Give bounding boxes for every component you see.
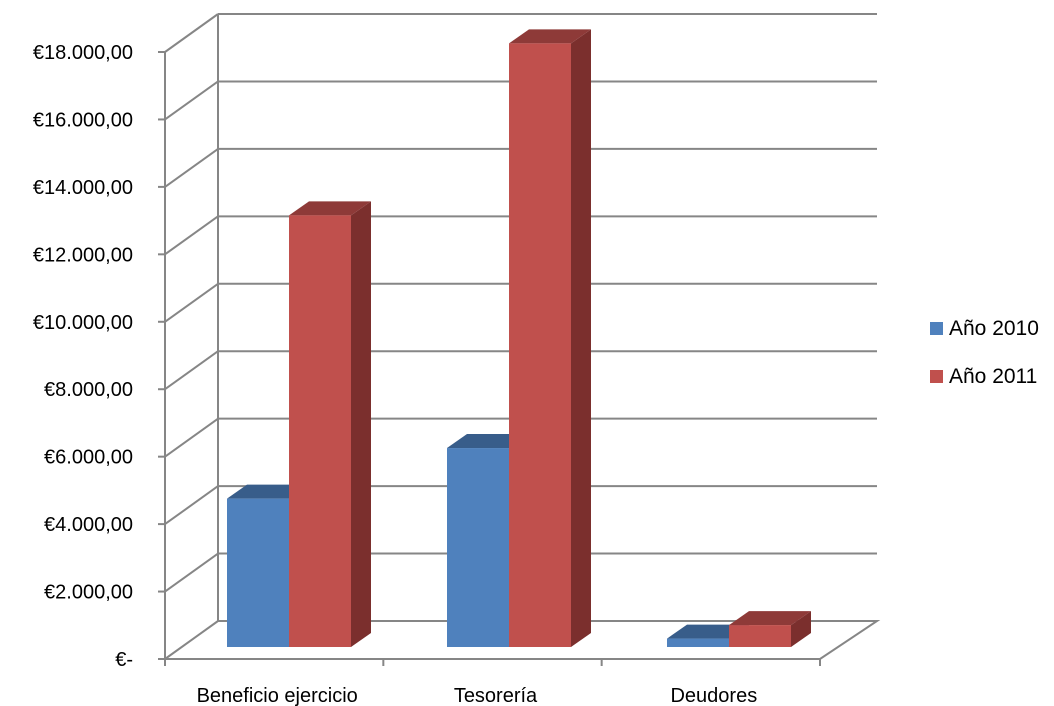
y-tick-label: €6.000,00 xyxy=(44,447,133,469)
bar-side-face xyxy=(351,201,371,647)
bar-front-face xyxy=(667,638,729,647)
y-tick-label: €10.000,00 xyxy=(33,312,133,334)
side-wall-gridline xyxy=(164,80,219,121)
side-wall-gridline xyxy=(164,552,219,593)
chart-bars xyxy=(227,29,811,648)
bar-top-face xyxy=(289,201,371,216)
bar-front-face xyxy=(289,215,351,647)
x-category-label: Tesorería xyxy=(454,685,538,706)
bar-front-face xyxy=(509,43,571,648)
side-wall-gridline xyxy=(164,485,219,525)
y-tick-label: €16.000,00 xyxy=(33,109,133,131)
x-axis-category-labels: Beneficio ejercicio Tesorería Deudores xyxy=(197,685,758,706)
y-tick-label: €8.000,00 xyxy=(44,379,133,401)
y-tick-label: €- xyxy=(115,649,133,671)
side-wall-gridline xyxy=(164,13,219,53)
y-tick-label: €2.000,00 xyxy=(44,582,133,604)
bar-ano-2011 xyxy=(509,29,591,648)
y-axis-tick-labels: €- €2.000,00 €4.000,00 €6.000,00 €8.000,00 €1… xyxy=(33,42,133,671)
bar-ano-2011 xyxy=(729,611,811,647)
y-tick-label: €14.000,00 xyxy=(33,177,133,199)
legend-label: Año 2011 xyxy=(949,365,1037,388)
bar-top-face xyxy=(509,29,591,44)
y-tick-label: €18.000,00 xyxy=(33,42,133,64)
side-wall-gridline xyxy=(164,620,219,660)
legend-label: Año 2010 xyxy=(949,317,1039,340)
bar-side-face xyxy=(791,611,811,647)
bar-top-face xyxy=(729,611,811,626)
y-tick-label: €12.000,00 xyxy=(33,244,133,266)
bar-top-face xyxy=(447,434,529,449)
bar-side-face xyxy=(571,29,591,648)
y-tick-label: €4.000,00 xyxy=(44,514,133,536)
x-category-label: Beneficio ejercicio xyxy=(197,685,358,706)
side-wall-gridline xyxy=(164,350,219,391)
x-category-label: Deudores xyxy=(670,685,757,706)
bar-top-face xyxy=(667,624,749,639)
side-wall-gridline xyxy=(164,215,219,256)
legend-swatch xyxy=(930,322,943,335)
bar-front-face xyxy=(447,448,509,647)
side-wall-gridline xyxy=(164,148,219,188)
bar-top-face xyxy=(227,484,309,499)
bar-front-face xyxy=(729,625,791,647)
chart-legend: Año 2010 Año 2011 xyxy=(930,317,1039,388)
side-wall-gridline xyxy=(164,417,219,458)
bar-ano-2011 xyxy=(289,201,371,647)
chart-axes xyxy=(158,14,881,666)
legend-swatch xyxy=(930,370,943,383)
bar-front-face xyxy=(227,498,289,647)
side-wall-gridline xyxy=(164,282,219,323)
